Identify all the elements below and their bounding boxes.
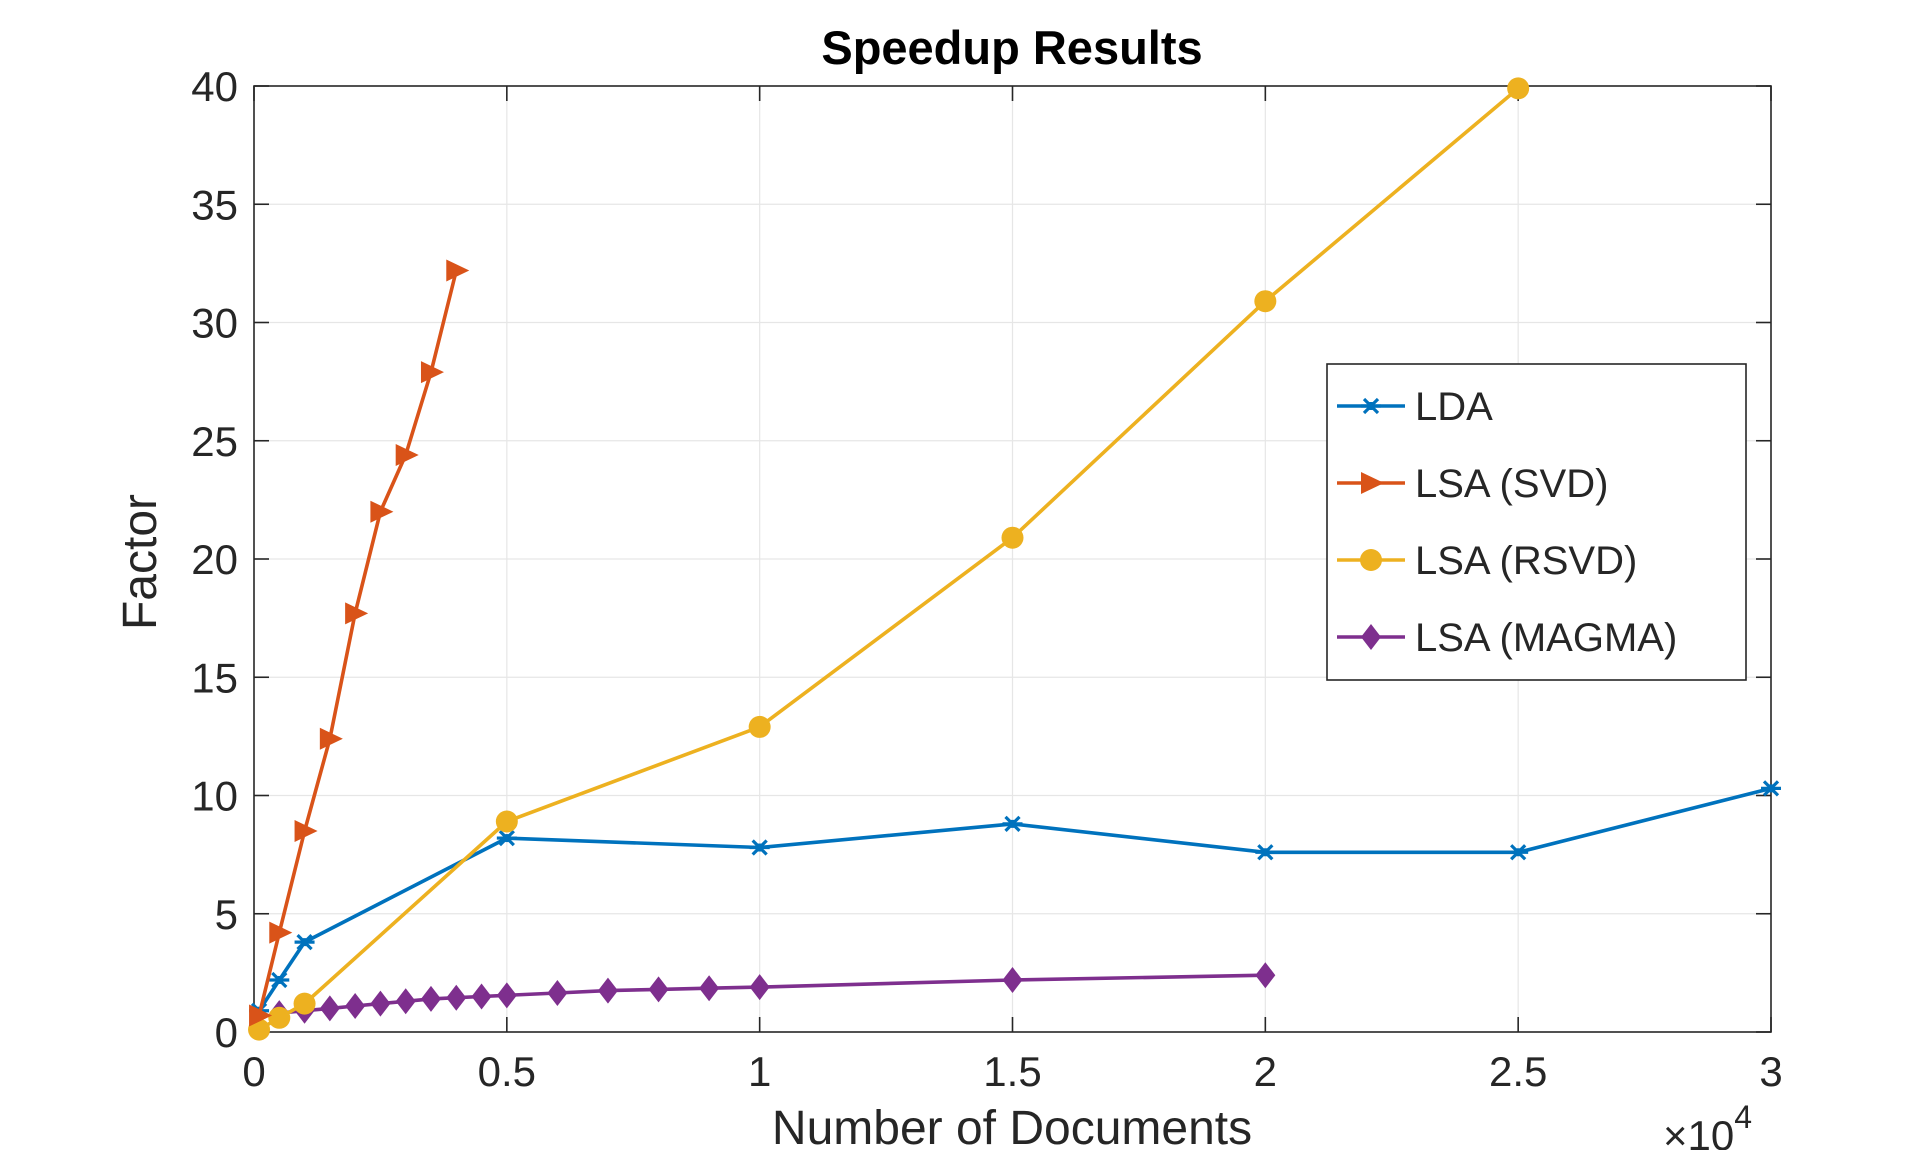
series-lsa-magma-marker <box>319 995 340 1022</box>
series-lsa-svd-marker <box>249 1004 273 1027</box>
series-lsa-magma-marker <box>699 975 720 1002</box>
legend-lsa-svd-marker <box>1361 472 1384 494</box>
series-lsa-svd-marker <box>269 921 293 944</box>
series-lsa-rsvd-marker <box>495 810 518 833</box>
series-lsa-magma-marker <box>370 990 391 1017</box>
legend-item-lsa-magma: LSA (MAGMA) <box>1337 616 1677 660</box>
chart-title: Speedup Results <box>821 21 1202 74</box>
legend-lsa-rsvd-marker <box>1360 549 1382 571</box>
series-lsa-magma-marker <box>749 974 770 1001</box>
series-lsa-magma-marker <box>1255 962 1276 989</box>
x-tick-label: 3 <box>1759 1048 1782 1095</box>
series-lsa-svd-marker <box>345 602 369 625</box>
y-tick-label: 5 <box>215 891 238 938</box>
x-tick-label: 0.5 <box>478 1048 536 1095</box>
legend: LDA LSA (SVD) LSA (RSVD) LSA (MAGMA) <box>1326 363 1747 681</box>
y-tick-label: 30 <box>191 300 238 347</box>
series-lsa-magma-marker <box>395 988 416 1015</box>
series-lsa-rsvd <box>248 77 1530 1041</box>
series-lsa-magma-marker <box>496 982 517 1009</box>
legend-item-lda: LDA <box>1337 385 1493 429</box>
legend-label: LSA (RSVD) <box>1415 539 1637 583</box>
series-lsa-rsvd-marker <box>268 1006 291 1029</box>
legend-lda-marker <box>1361 397 1381 415</box>
x-axis-label: Number of Documents <box>772 1102 1252 1150</box>
series-lsa-magma-marker <box>1002 966 1023 993</box>
series-lsa-svd <box>249 259 470 1027</box>
legend-item-lsa-svd: LSA (SVD) <box>1337 462 1608 506</box>
legend-label: LSA (SVD) <box>1415 462 1608 506</box>
series-lda-marker <box>1508 844 1529 861</box>
series-lsa-rsvd-marker <box>1001 526 1024 549</box>
x-tick-label: 1.5 <box>983 1048 1041 1095</box>
series-lsa-svd-marker <box>420 361 444 384</box>
series-lsa-rsvd-marker <box>1507 77 1530 100</box>
series-lsa-magma-marker <box>420 985 441 1012</box>
legend-lsa-magma-marker <box>1361 624 1381 650</box>
series-lsa-magma-marker <box>446 984 467 1011</box>
y-tick-label: 35 <box>191 181 238 228</box>
y-tick-label: 0 <box>215 1009 238 1056</box>
series-lsa-magma-marker <box>471 983 492 1010</box>
x-tick-label: 2.5 <box>1489 1048 1547 1095</box>
series-lsa-rsvd-marker <box>293 992 316 1015</box>
series-lsa-svd-marker <box>446 259 470 282</box>
legend-label: LSA (MAGMA) <box>1415 616 1677 660</box>
data-series <box>248 77 1781 1041</box>
legend-item-lsa-rsvd: LSA (RSVD) <box>1337 539 1637 583</box>
series-lda-marker <box>496 829 517 847</box>
series-lsa-rsvd-marker <box>1254 290 1277 313</box>
series-lsa-magma-marker <box>597 977 618 1004</box>
x-tick-label: 1 <box>748 1048 771 1095</box>
series-lsa-svd-marker <box>395 443 419 466</box>
series-lda-marker <box>749 839 770 856</box>
x-tick-label: 2 <box>1254 1048 1277 1095</box>
x-axis-exponent: ×104 <box>1663 1099 1752 1150</box>
series-lda-marker <box>1761 780 1781 797</box>
series-lsa-svd-marker <box>294 819 318 842</box>
y-tick-label: 40 <box>191 63 238 110</box>
y-tick-label: 10 <box>191 773 238 820</box>
y-tick-label: 15 <box>191 654 238 701</box>
legend-box <box>1326 363 1747 681</box>
y-axis-label: Factor <box>114 494 167 630</box>
y-tick-label: 25 <box>191 418 238 465</box>
legend-label: LDA <box>1415 385 1493 429</box>
series-lsa-magma-marker <box>345 992 366 1019</box>
series-lda-marker <box>1255 844 1276 861</box>
series-lda-marker <box>269 971 290 989</box>
series-lsa-svd-marker <box>370 500 394 523</box>
series-lsa-magma-marker <box>648 976 669 1003</box>
x-tick-label: 0 <box>242 1048 265 1095</box>
series-lsa-magma-marker <box>547 979 568 1006</box>
series-lda-marker <box>1002 815 1023 833</box>
x-axis-exponent-power: 4 <box>1734 1099 1752 1135</box>
series-lsa-rsvd-marker <box>748 715 771 738</box>
series-lda-marker <box>294 933 315 951</box>
series-lsa-svd-marker <box>319 727 343 750</box>
y-tick-label: 20 <box>191 536 238 583</box>
